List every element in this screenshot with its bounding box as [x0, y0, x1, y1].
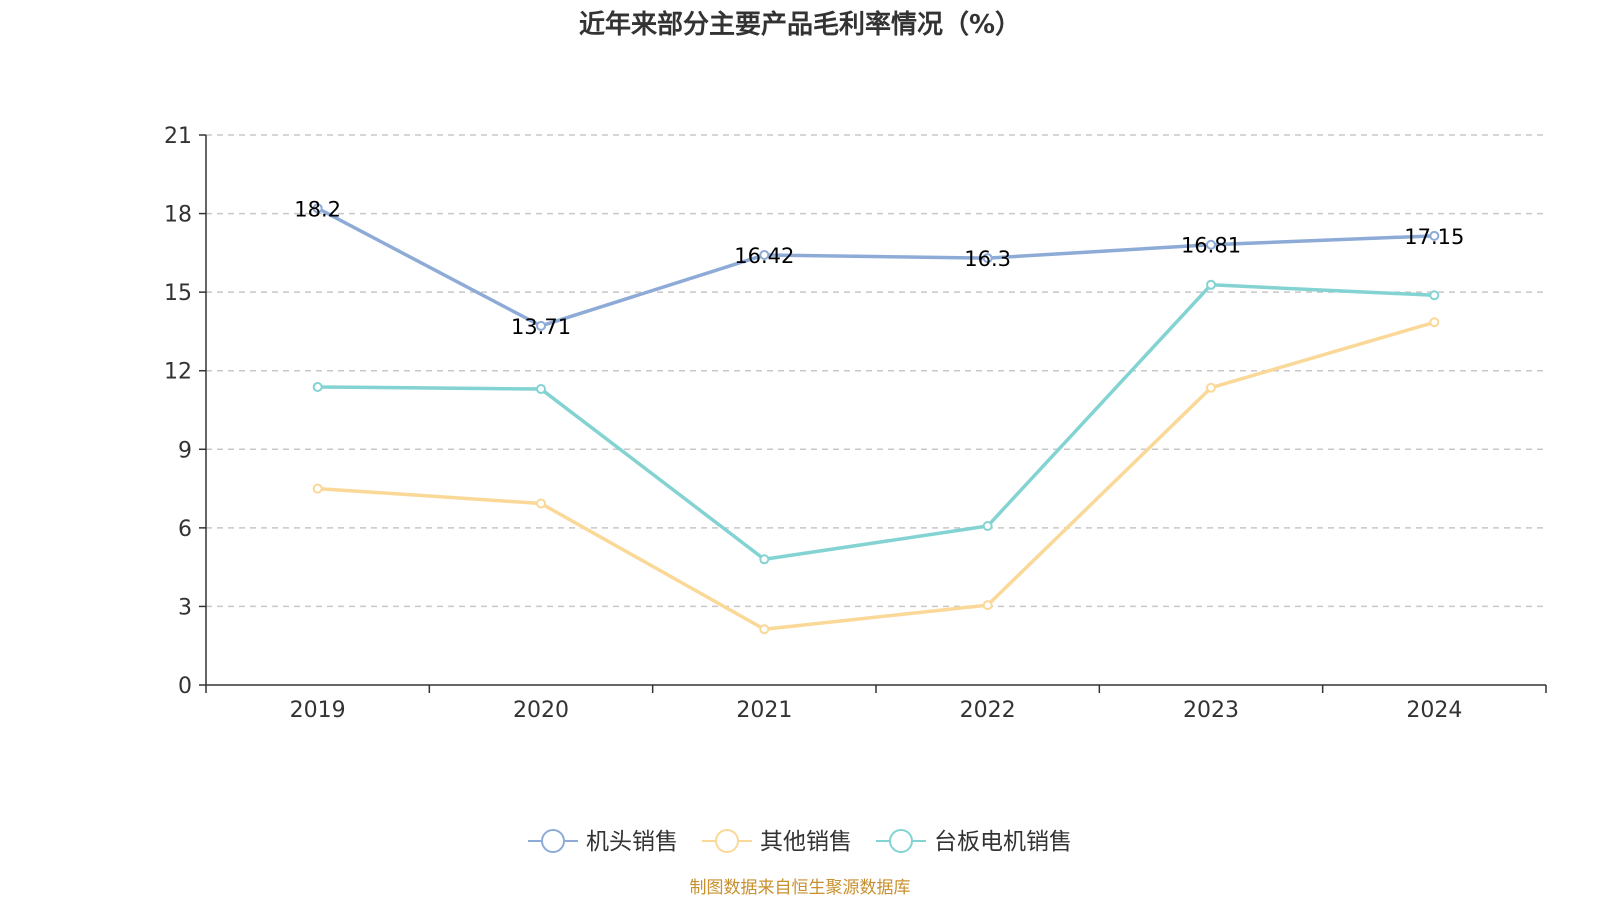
- legend-label: 台板电机销售: [934, 829, 1072, 855]
- data-point[interactable]: [312, 381, 323, 392]
- series-line-1: [317, 320, 1435, 631]
- legend-label: 其他销售: [760, 829, 852, 855]
- y-tick-label: 3: [178, 595, 192, 620]
- legend-marker: [541, 829, 565, 853]
- series-lines: [312, 203, 1440, 635]
- x-tick-label: 2021: [736, 698, 792, 723]
- data-label: 16.81: [1181, 234, 1241, 258]
- legend-item[interactable]: 台板电机销售: [876, 829, 1072, 855]
- data-label: 17.15: [1404, 225, 1464, 249]
- x-tick-label: 2022: [960, 698, 1016, 723]
- data-point[interactable]: [1206, 239, 1216, 250]
- data-point[interactable]: [1429, 230, 1440, 241]
- data-point[interactable]: [759, 249, 770, 260]
- data-point[interactable]: [982, 521, 993, 532]
- legend-marker: [889, 829, 913, 853]
- data-labels: 18.2 13.71 16.42 16.3 16.81 17.15: [294, 197, 1464, 339]
- data-point[interactable]: [536, 320, 546, 331]
- data-point[interactable]: [759, 554, 770, 565]
- data-point[interactable]: [536, 384, 546, 395]
- series-line-0: [316, 206, 1435, 328]
- series-line-2: [317, 283, 1435, 562]
- data-point[interactable]: [1429, 317, 1440, 328]
- y-tick-label: 15: [164, 281, 192, 306]
- legend-item[interactable]: 其他销售: [702, 829, 852, 855]
- x-tick-label: 2024: [1406, 698, 1462, 723]
- y-tick-label: 21: [164, 124, 192, 149]
- data-label: 16.42: [734, 244, 794, 268]
- chart-title: 近年来部分主要产品毛利率情况（%）: [579, 9, 1021, 40]
- data-point[interactable]: [312, 203, 323, 214]
- data-point[interactable]: [982, 600, 993, 611]
- legend-label: 机头销售: [586, 829, 678, 855]
- y-tick-label: 12: [164, 360, 192, 385]
- axes: 0 3 6 9 12 15 18 21 2019 2020 2021 2022 2023 2024: [164, 124, 1547, 723]
- legend-item[interactable]: 机头销售: [528, 829, 678, 855]
- x-tick-label: 2020: [513, 698, 569, 723]
- data-point[interactable]: [1206, 279, 1216, 290]
- data-label: 18.2: [294, 197, 341, 221]
- y-tick-label: 9: [178, 438, 192, 463]
- legend[interactable]: 机头销售 其他销售 台板电机销售: [528, 829, 1072, 855]
- data-point[interactable]: [759, 624, 770, 635]
- data-point[interactable]: [1429, 290, 1440, 301]
- data-point[interactable]: [312, 483, 323, 494]
- legend-marker: [715, 829, 739, 853]
- x-tick-label: 2023: [1183, 698, 1239, 723]
- source-note: 制图数据来自恒生聚源数据库: [690, 878, 911, 898]
- gridlines: [206, 134, 1546, 608]
- y-tick-label: 18: [164, 203, 192, 228]
- data-label: 13.71: [511, 315, 571, 339]
- data-point[interactable]: [1206, 382, 1216, 393]
- x-tick-label: 2019: [290, 698, 346, 723]
- data-point[interactable]: [982, 253, 993, 264]
- data-point[interactable]: [536, 498, 546, 509]
- y-tick-label: 0: [178, 674, 192, 699]
- y-tick-label: 6: [178, 517, 192, 542]
- data-label: 16.3: [964, 247, 1011, 271]
